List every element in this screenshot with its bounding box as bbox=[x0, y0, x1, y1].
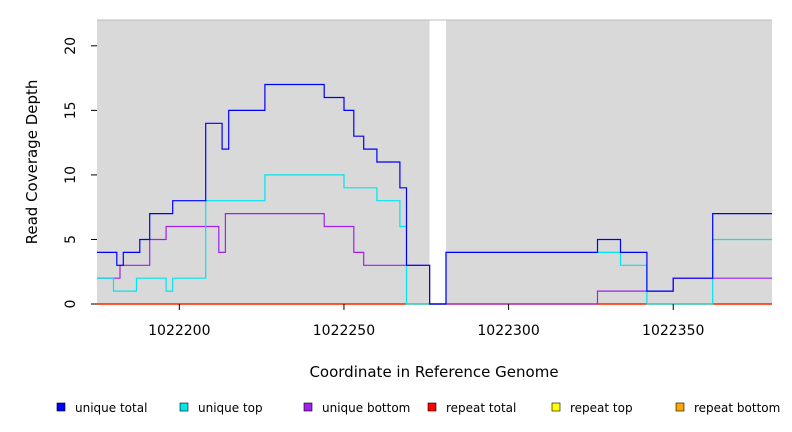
y-tick-label: 10 bbox=[63, 166, 79, 184]
series-lines bbox=[97, 83, 772, 305]
legend: unique total unique top unique bottom repea… bbox=[56, 401, 780, 415]
legend-label: unique top bbox=[198, 401, 263, 415]
legend-swatch bbox=[675, 402, 685, 412]
legend-label: repeat top bbox=[570, 401, 633, 415]
legend-label: unique total bbox=[75, 401, 147, 415]
y-axis: 0 5 10 15 20 bbox=[63, 37, 97, 309]
x-tick-label: 1022250 bbox=[313, 323, 375, 339]
x-tick-label: 1022200 bbox=[148, 323, 210, 339]
series-line-unique-bottom bbox=[97, 213, 772, 305]
legend-label: repeat total bbox=[446, 401, 516, 415]
legend-label: repeat bottom bbox=[694, 401, 780, 415]
legend-swatch bbox=[179, 402, 189, 412]
plot-panel-left bbox=[97, 20, 430, 304]
y-axis-title: Read Coverage Depth bbox=[23, 80, 41, 245]
legend-label: unique bottom bbox=[322, 401, 410, 415]
series-line-unique-total bbox=[97, 83, 772, 305]
x-axis: 1022200 1022250 1022300 1022350 bbox=[148, 304, 704, 339]
y-tick-label: 15 bbox=[63, 101, 79, 119]
series-line-unique-top bbox=[97, 174, 772, 305]
y-tick-label: 5 bbox=[63, 235, 79, 244]
legend-swatch bbox=[427, 402, 437, 412]
legend-swatch bbox=[551, 402, 561, 412]
plot-background bbox=[97, 19, 772, 304]
y-tick-label: 0 bbox=[63, 300, 79, 309]
x-tick-label: 1022350 bbox=[642, 323, 704, 339]
x-tick-label: 1022300 bbox=[477, 323, 539, 339]
y-tick-label: 20 bbox=[63, 37, 79, 55]
plot-panel-right bbox=[446, 20, 772, 304]
legend-swatch bbox=[56, 402, 66, 412]
legend-swatch bbox=[303, 402, 313, 412]
x-axis-title: Coordinate in Reference Genome bbox=[309, 363, 558, 381]
